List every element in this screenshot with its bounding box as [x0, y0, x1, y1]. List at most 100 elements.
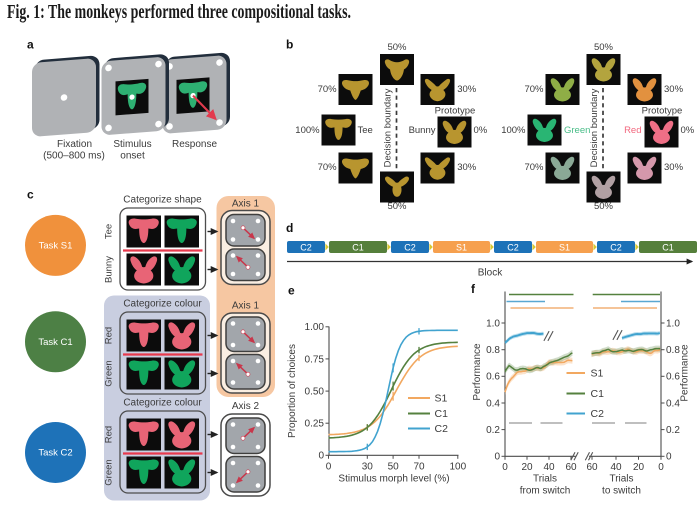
- svg-text:Red: Red: [104, 327, 115, 344]
- svg-text:60: 60: [586, 462, 598, 473]
- svg-text:Decision boundary: Decision boundary: [589, 88, 600, 167]
- svg-text:100%: 100%: [295, 125, 320, 136]
- svg-text:20: 20: [633, 462, 645, 473]
- svg-text:S1: S1: [435, 393, 448, 405]
- svg-text:Task C2: Task C2: [38, 448, 72, 459]
- svg-text:a: a: [27, 38, 34, 52]
- svg-text:Performance: Performance: [680, 344, 691, 402]
- svg-text:Red: Red: [104, 426, 115, 443]
- svg-text:0: 0: [658, 462, 664, 473]
- svg-text:Trials: Trials: [533, 474, 557, 485]
- svg-text:50%: 50%: [387, 201, 407, 212]
- svg-text:0: 0: [502, 462, 508, 473]
- svg-text:30: 30: [362, 462, 374, 473]
- svg-text:Axis 1: Axis 1: [232, 199, 260, 210]
- svg-text:Block: Block: [478, 268, 503, 279]
- svg-text:20: 20: [521, 462, 533, 473]
- svg-text:S1: S1: [591, 368, 604, 380]
- svg-text:C2: C2: [507, 242, 519, 252]
- svg-text:30%: 30%: [664, 162, 684, 173]
- svg-text:100%: 100%: [501, 125, 526, 136]
- svg-text:0.50: 0.50: [305, 386, 325, 397]
- svg-text:from switch: from switch: [520, 486, 571, 497]
- svg-text:Categorize shape: Categorize shape: [123, 195, 202, 206]
- svg-text:Trials: Trials: [609, 474, 633, 485]
- svg-text:Decision boundary: Decision boundary: [383, 88, 394, 167]
- svg-text:70%: 70%: [524, 84, 544, 95]
- svg-text:Axis 1: Axis 1: [232, 301, 260, 312]
- svg-text:60: 60: [565, 462, 577, 473]
- svg-text:50%: 50%: [594, 42, 614, 53]
- svg-text:1.0: 1.0: [666, 318, 680, 329]
- svg-text:d: d: [286, 221, 293, 235]
- svg-text:C2: C2: [591, 408, 605, 420]
- svg-text:70%: 70%: [318, 84, 338, 95]
- svg-text:0: 0: [326, 462, 332, 473]
- svg-text:0: 0: [318, 451, 324, 462]
- svg-text:Response: Response: [172, 139, 217, 150]
- svg-text:Categorize colour: Categorize colour: [123, 299, 202, 310]
- svg-text:50%: 50%: [387, 42, 407, 53]
- svg-text:Fixation: Fixation: [57, 139, 92, 150]
- svg-text:0.6: 0.6: [486, 372, 500, 383]
- svg-text:Green: Green: [104, 459, 115, 485]
- svg-text:Tee: Tee: [358, 125, 373, 136]
- svg-text:0: 0: [666, 452, 672, 463]
- svg-text:Task C1: Task C1: [38, 337, 72, 348]
- svg-text:Bunny: Bunny: [409, 125, 436, 136]
- svg-text:0.4: 0.4: [486, 398, 500, 409]
- svg-text:c: c: [27, 188, 34, 202]
- svg-text:onset: onset: [120, 151, 145, 162]
- svg-text:S1: S1: [456, 242, 467, 252]
- svg-text:50%: 50%: [594, 201, 614, 212]
- svg-text:C2: C2: [300, 242, 312, 252]
- svg-text:f: f: [471, 282, 476, 296]
- svg-text:b: b: [286, 38, 293, 52]
- svg-text:Prototype: Prototype: [435, 106, 476, 117]
- svg-text:0.4: 0.4: [666, 398, 680, 409]
- svg-text:to switch: to switch: [602, 486, 641, 497]
- svg-text:30%: 30%: [664, 84, 684, 95]
- svg-text:0.2: 0.2: [486, 425, 500, 436]
- svg-text:Green: Green: [104, 360, 115, 386]
- svg-text:0.25: 0.25: [305, 419, 325, 430]
- svg-text:C1: C1: [662, 242, 674, 252]
- svg-text:C2: C2: [610, 242, 622, 252]
- svg-text:1.00: 1.00: [305, 322, 325, 333]
- svg-text:70%: 70%: [524, 162, 544, 173]
- svg-text:40: 40: [543, 462, 555, 473]
- svg-text:Prototype: Prototype: [642, 106, 683, 117]
- svg-text:0.75: 0.75: [305, 354, 325, 365]
- svg-text:Stimulus: Stimulus: [113, 139, 151, 150]
- svg-text:0%: 0%: [474, 125, 488, 136]
- svg-text:C2: C2: [404, 242, 416, 252]
- svg-text:0.8: 0.8: [486, 345, 500, 356]
- svg-text:Fig. 1: The monkeys performed: Fig. 1: The monkeys performed three comp…: [7, 1, 351, 23]
- svg-text:0.8: 0.8: [666, 345, 680, 356]
- svg-text:1.0: 1.0: [486, 318, 500, 329]
- svg-text:C1: C1: [591, 388, 605, 400]
- svg-text:Red: Red: [624, 125, 641, 136]
- svg-text:C1: C1: [352, 242, 364, 252]
- svg-text:Categorize colour: Categorize colour: [123, 398, 202, 409]
- svg-text:0.6: 0.6: [666, 372, 680, 383]
- svg-text:30%: 30%: [457, 162, 477, 173]
- svg-text:70: 70: [413, 462, 425, 473]
- svg-text:S1: S1: [559, 242, 570, 252]
- svg-text:Task S1: Task S1: [39, 241, 73, 252]
- svg-text:50: 50: [388, 462, 400, 473]
- svg-text:C1: C1: [435, 408, 449, 420]
- svg-text:Green: Green: [564, 125, 590, 136]
- svg-text:30%: 30%: [457, 84, 477, 95]
- svg-text:100: 100: [449, 462, 466, 473]
- svg-text:40: 40: [610, 462, 622, 473]
- svg-text:0: 0: [494, 452, 500, 463]
- svg-text:70%: 70%: [318, 162, 338, 173]
- svg-text:(500–800 ms): (500–800 ms): [43, 151, 105, 162]
- svg-text:Tee: Tee: [104, 224, 115, 239]
- svg-text:0%: 0%: [681, 125, 695, 136]
- svg-text:e: e: [288, 284, 295, 298]
- svg-text:C2: C2: [435, 423, 449, 435]
- svg-text:Bunny: Bunny: [104, 256, 115, 283]
- svg-text:Proportion of choices: Proportion of choices: [287, 344, 298, 438]
